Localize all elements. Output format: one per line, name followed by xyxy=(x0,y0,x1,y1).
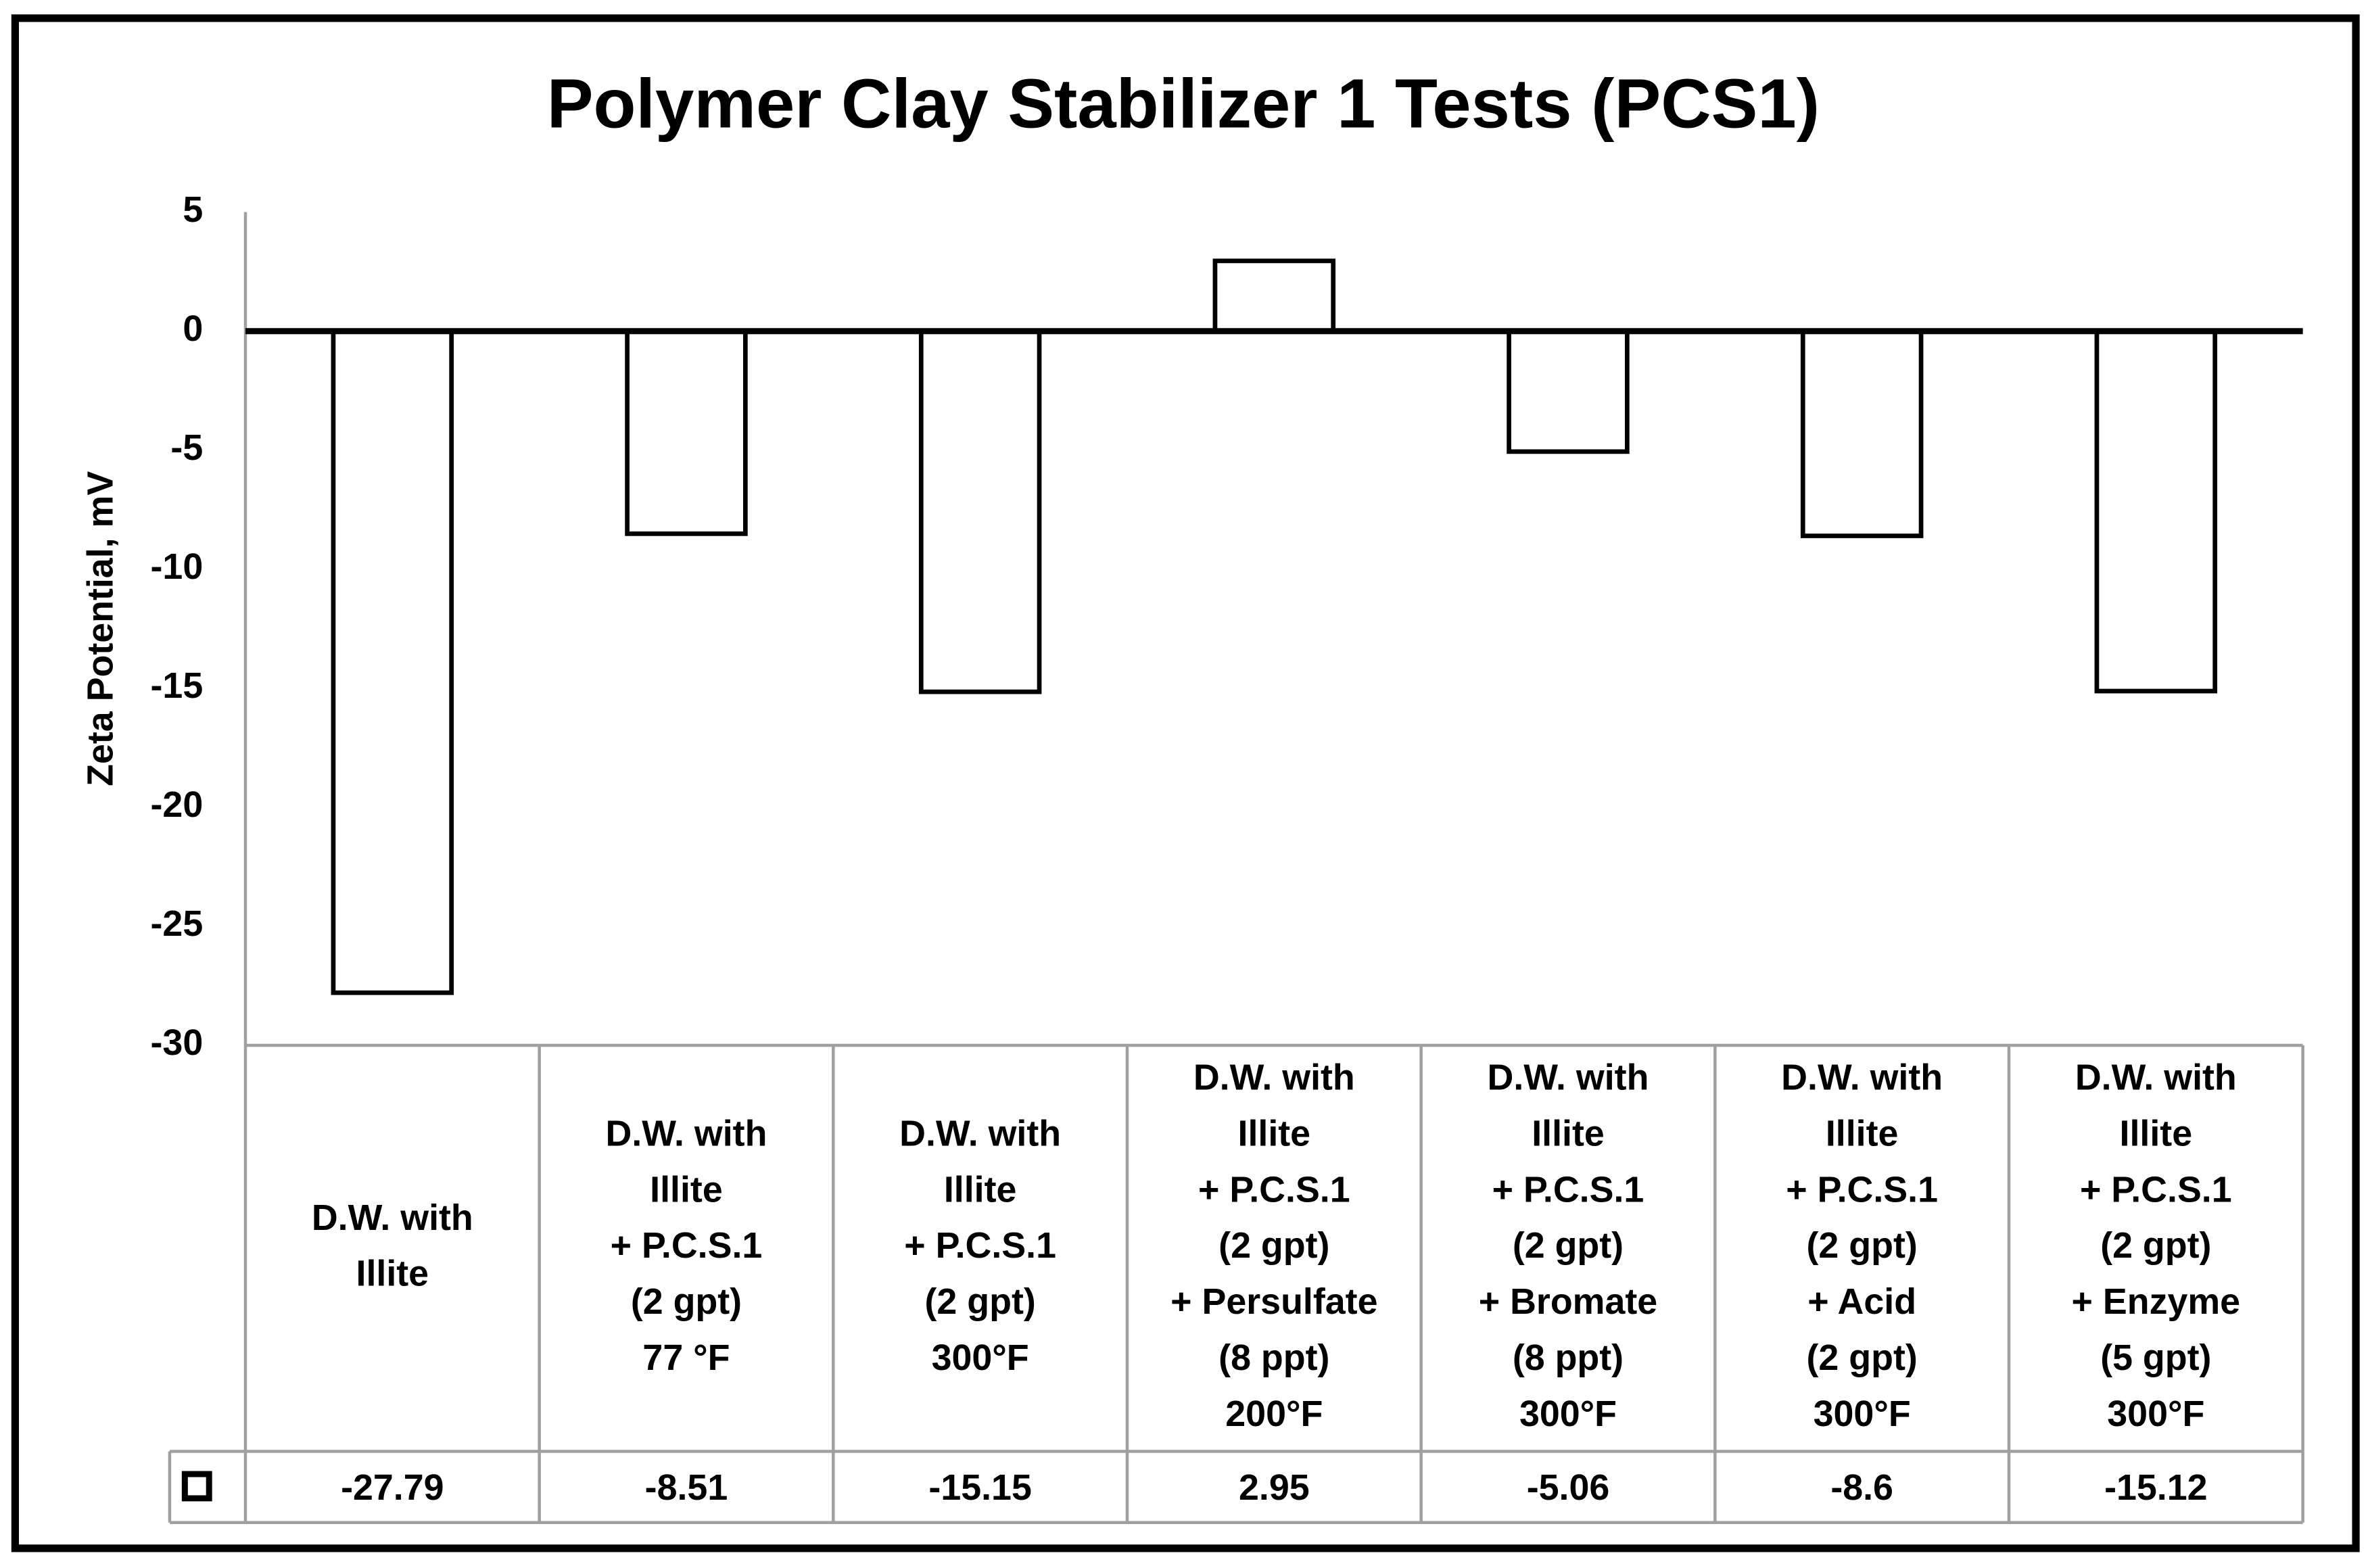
data-table-value: -15.12 xyxy=(2104,1467,2207,1508)
x-tick-label: D.W. with Illite + P.C.S.1 (2 gpt) 77 °F xyxy=(606,1114,767,1379)
x-tick-label: D.W. with Illite + P.C.S.1 (2 gpt) + Acid (2 … xyxy=(1781,1058,1943,1434)
x-tick-label: D.W. with Illite + P.C.S.1 (2 gpt) + Persulf… xyxy=(1170,1058,1377,1434)
legend-key xyxy=(181,1471,212,1502)
y-tick-label: -5 xyxy=(170,427,203,468)
x-tick-label: D.W. with Illite + P.C.S.1 (2 gpt) 300°F xyxy=(899,1114,1061,1379)
data-table-value: -8.6 xyxy=(1830,1467,1893,1508)
y-tick-label: -15 xyxy=(151,665,204,706)
bar xyxy=(2094,329,2218,694)
chart-title: Polymer Clay Stabilizer 1 Tests (PCS1) xyxy=(547,65,1820,143)
y-tick-label: -10 xyxy=(151,546,204,587)
bar xyxy=(331,329,454,995)
x-tick-label: D.W. with Illite + P.C.S.1 (2 gpt) + Enzyme(… xyxy=(2072,1058,2241,1434)
y-tick-label: -25 xyxy=(151,903,204,944)
y-tick-label: -30 xyxy=(151,1022,204,1063)
data-table-value: 2.95 xyxy=(1239,1467,1310,1508)
x-tick-label: D.W. with Illite xyxy=(312,1197,473,1294)
bar xyxy=(918,329,1042,694)
data-table-value: -15.15 xyxy=(928,1467,1031,1508)
y-tick-label: -20 xyxy=(151,784,204,825)
x-tick-label: D.W. with Illite + P.C.S.1 (2 gpt) + Bromate… xyxy=(1479,1058,1657,1434)
data-table-value: -8.51 xyxy=(645,1467,728,1508)
bar xyxy=(1800,329,1924,538)
bar xyxy=(1507,329,1630,454)
bar xyxy=(1212,258,1336,334)
data-table-value: -5.06 xyxy=(1527,1467,1610,1508)
y-tick-label: 5 xyxy=(183,189,203,230)
bar xyxy=(625,329,748,536)
y-tick-label: 0 xyxy=(183,308,203,349)
y-axis-label: Zeta Potential, mV xyxy=(80,471,121,786)
data-table-value: -27.79 xyxy=(341,1467,444,1508)
